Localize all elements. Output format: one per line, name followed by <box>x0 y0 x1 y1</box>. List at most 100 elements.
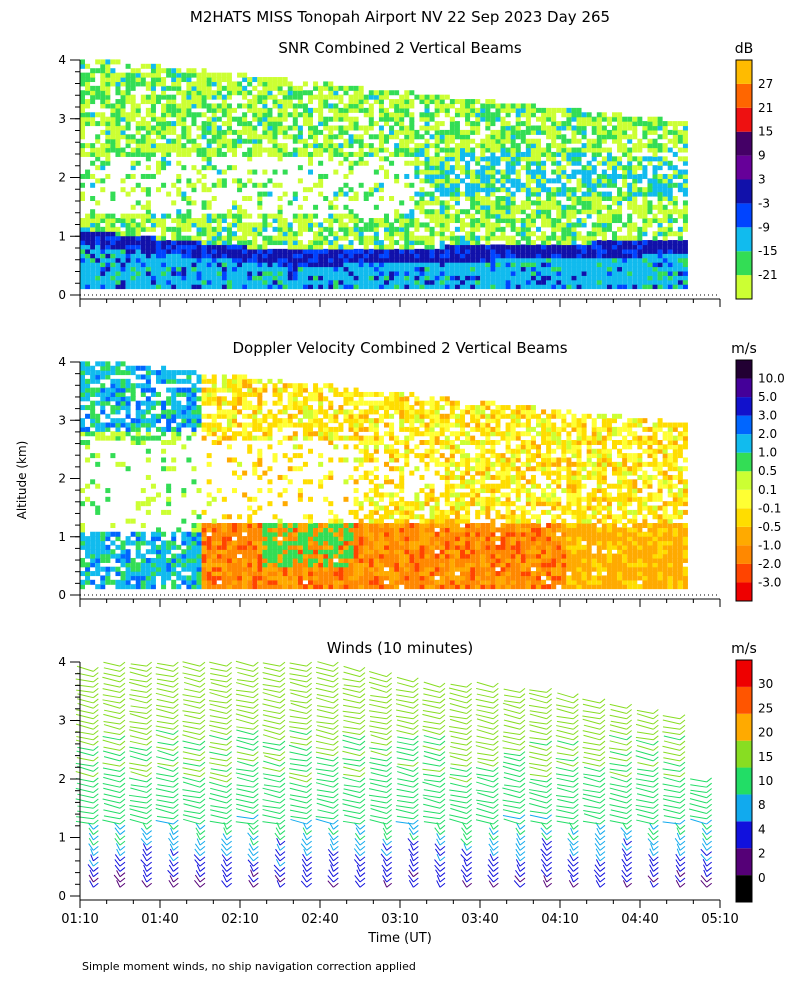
snr-cell <box>348 213 354 219</box>
snr-cell <box>368 240 374 246</box>
snr-cell <box>130 270 136 276</box>
snr-cell <box>475 200 481 206</box>
doppler-cell <box>90 370 96 376</box>
snr-cell <box>647 266 653 272</box>
snr-cell <box>601 138 607 144</box>
snr-cell <box>343 138 349 144</box>
doppler-cell <box>125 562 131 568</box>
snr-cell <box>444 147 450 153</box>
doppler-cell <box>196 531 202 537</box>
snr-cell <box>272 266 278 272</box>
snr-cell <box>414 169 420 175</box>
snr-cell <box>120 90 126 96</box>
snr-cell <box>378 257 384 263</box>
doppler-cell <box>110 396 116 402</box>
snr-cell <box>632 169 638 175</box>
snr-cell <box>414 266 420 272</box>
snr-cell <box>662 235 668 241</box>
snr-cell <box>95 248 101 254</box>
snr-cell <box>318 85 324 91</box>
doppler-cell <box>145 365 151 371</box>
snr-cell <box>267 90 273 96</box>
snr-cell <box>120 129 126 135</box>
snr-cell <box>348 270 354 276</box>
snr-cell <box>176 72 182 78</box>
doppler-cell <box>110 553 116 559</box>
snr-cell <box>130 231 136 237</box>
snr-cell <box>181 165 187 171</box>
snr-cell <box>358 257 364 263</box>
doppler-cell <box>196 527 202 533</box>
snr-cell <box>297 99 303 105</box>
snr-cell <box>515 129 521 135</box>
snr-cell <box>105 77 111 83</box>
snr-cell <box>221 262 227 268</box>
snr-cell <box>667 248 673 254</box>
snr-cell <box>652 138 658 144</box>
snr-cell <box>95 85 101 91</box>
doppler-cell <box>181 391 187 397</box>
snr-cell <box>328 204 334 210</box>
snr-cell <box>677 169 683 175</box>
snr-cell <box>667 218 673 224</box>
snr-cell <box>247 81 253 87</box>
snr-cell <box>353 270 359 276</box>
snr-cell <box>145 143 151 149</box>
snr-cell <box>475 173 481 179</box>
doppler-cell <box>166 422 172 428</box>
snr-cell <box>181 213 187 219</box>
snr-cell <box>449 103 455 109</box>
snr-cell <box>145 248 151 254</box>
snr-cell <box>682 253 688 259</box>
snr-cell <box>642 165 648 171</box>
snr-cell <box>191 218 197 224</box>
snr-cell <box>115 107 121 113</box>
snr-cell <box>368 125 374 131</box>
doppler-cell <box>95 544 101 550</box>
snr-cell <box>384 173 389 179</box>
snr-cell <box>429 116 435 122</box>
snr-cell <box>257 107 263 113</box>
snr-cell <box>672 240 678 246</box>
doppler-cell <box>232 383 237 389</box>
snr-cell <box>191 262 197 268</box>
snr-cell <box>110 103 116 109</box>
snr-cell <box>196 94 202 100</box>
doppler-cell <box>100 575 106 581</box>
snr-cell <box>505 253 511 259</box>
snr-cell <box>166 262 172 268</box>
snr-cell <box>470 178 476 184</box>
doppler-cell <box>247 518 253 524</box>
snr-cell <box>546 134 552 140</box>
doppler-cell <box>232 387 237 393</box>
doppler-cell <box>140 391 146 397</box>
snr-cell <box>505 275 511 281</box>
snr-cell <box>85 77 91 83</box>
snr-cell <box>627 222 633 228</box>
doppler-cell <box>247 413 253 419</box>
snr-cell <box>500 103 506 109</box>
snr-cell <box>120 235 126 241</box>
snr-cell <box>156 244 161 250</box>
snr-cell <box>313 182 319 188</box>
doppler-cell <box>110 523 116 529</box>
snr-cell <box>105 99 111 105</box>
doppler-cell <box>232 553 237 559</box>
doppler-cell <box>232 571 237 577</box>
snr-cell <box>662 279 668 285</box>
snr-cell <box>125 63 131 69</box>
doppler-cell <box>221 431 227 437</box>
snr-cell <box>500 218 506 224</box>
doppler-cell <box>181 557 187 563</box>
snr-cell <box>429 196 435 201</box>
snr-cell <box>525 231 531 237</box>
doppler-cell <box>226 435 232 441</box>
snr-cell <box>292 240 298 246</box>
snr-cell <box>424 226 430 232</box>
snr-cell <box>201 200 207 206</box>
snr-cell <box>90 270 96 276</box>
doppler-cell <box>186 391 192 397</box>
doppler-cell <box>135 566 141 572</box>
snr-cell <box>485 226 491 232</box>
snr-cell <box>672 121 678 127</box>
